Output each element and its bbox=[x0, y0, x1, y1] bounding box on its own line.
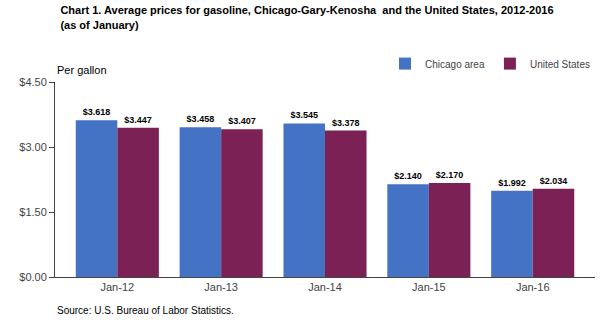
svg-text:Chart 1. Average prices for ga: Chart 1. Average prices for gasoline, Ch… bbox=[60, 4, 553, 30]
svg-text:$3.407: $3.407 bbox=[228, 116, 256, 126]
svg-text:$1.50: $1.50 bbox=[19, 206, 47, 218]
svg-text:$2.140: $2.140 bbox=[394, 171, 422, 181]
svg-text:Jan-14: Jan-14 bbox=[308, 281, 342, 293]
svg-text:Jan-12: Jan-12 bbox=[100, 281, 134, 293]
svg-text:$2.170: $2.170 bbox=[436, 170, 464, 180]
svg-text:$0.00: $0.00 bbox=[19, 271, 47, 283]
svg-text:United States: United States bbox=[530, 59, 590, 70]
svg-text:Chicago area: Chicago area bbox=[425, 59, 485, 70]
svg-text:$3.618: $3.618 bbox=[83, 107, 111, 117]
svg-text:$3.00: $3.00 bbox=[19, 141, 47, 153]
svg-text:Jan-13: Jan-13 bbox=[204, 281, 238, 293]
svg-text:$3.458: $3.458 bbox=[187, 114, 215, 124]
svg-text:$3.378: $3.378 bbox=[332, 118, 360, 128]
svg-text:$3.447: $3.447 bbox=[124, 115, 152, 125]
svg-text:$1.992: $1.992 bbox=[498, 178, 526, 188]
svg-text:$2.034: $2.034 bbox=[540, 176, 568, 186]
svg-text:Source: U.S. Bureau of Labor S: Source: U.S. Bureau of Labor Statistics. bbox=[57, 305, 234, 316]
svg-text:Jan-16: Jan-16 bbox=[516, 281, 550, 293]
svg-text:$4.50: $4.50 bbox=[19, 76, 47, 88]
svg-text:Per gallon: Per gallon bbox=[57, 64, 107, 76]
svg-text:Jan-15: Jan-15 bbox=[412, 281, 446, 293]
svg-text:$3.545: $3.545 bbox=[290, 110, 318, 120]
